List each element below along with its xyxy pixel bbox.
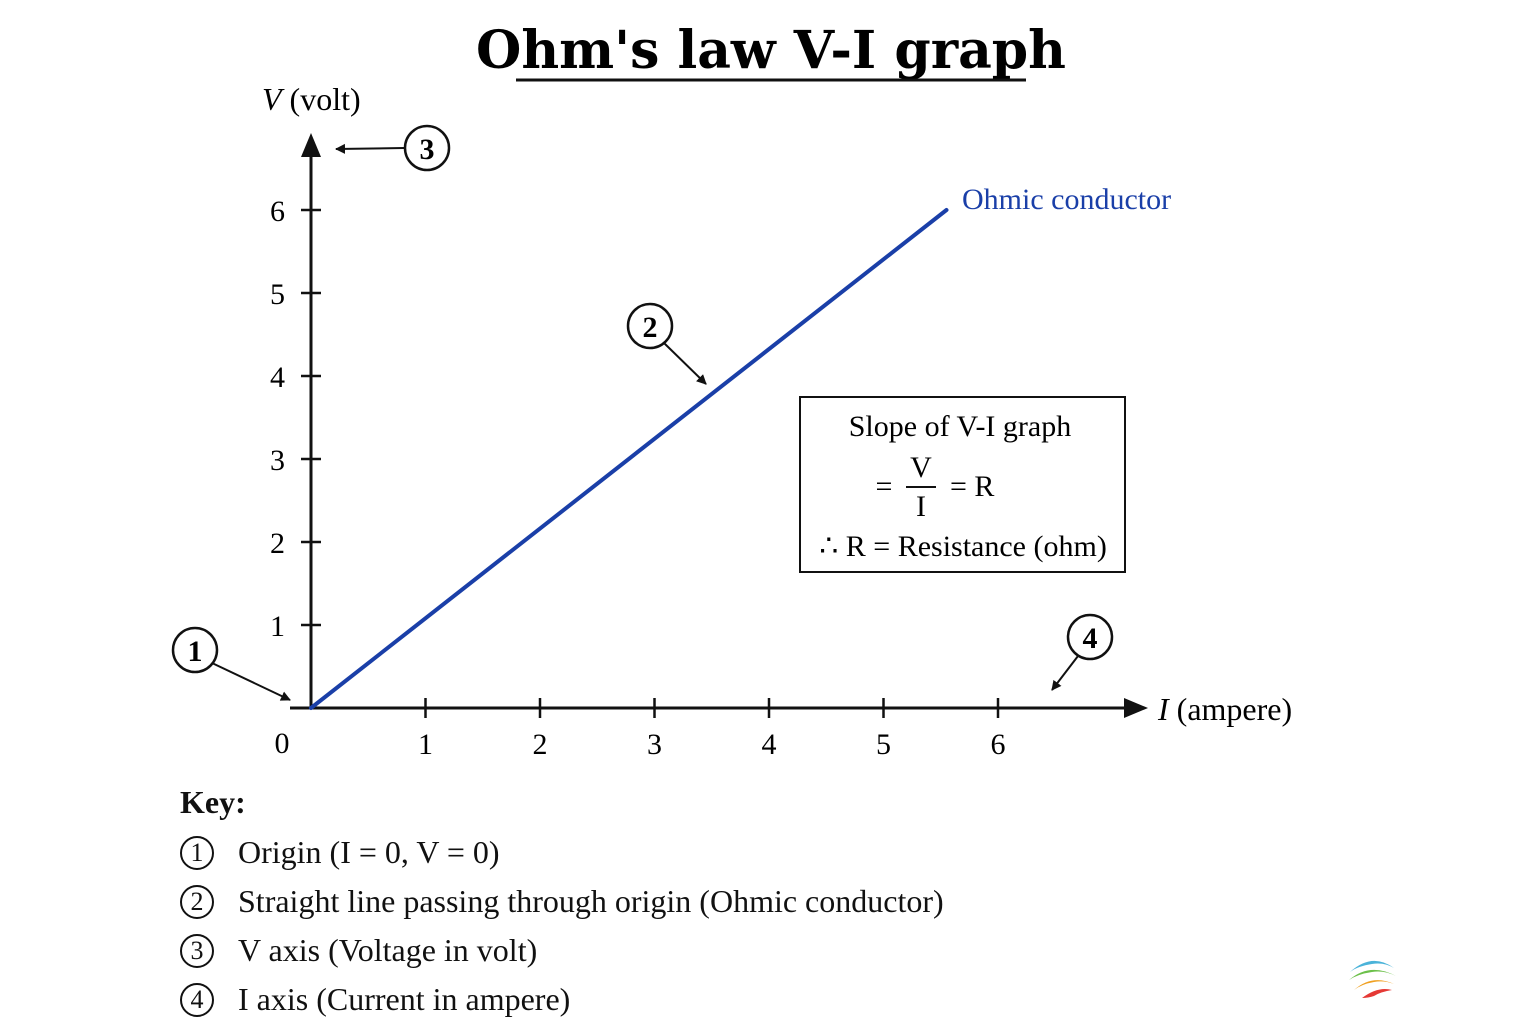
callout-3: 3 <box>335 124 451 172</box>
x-tick-label-4: 4 <box>762 728 777 761</box>
x-tick-label-3: 3 <box>647 728 662 761</box>
y-axis-arrowhead <box>301 133 321 157</box>
series-line-ohmic-conductor <box>309 208 949 710</box>
slope-numerator: V <box>910 451 932 484</box>
key-item-4-number: 4 <box>180 982 214 1017</box>
slope-denominator: I <box>916 490 926 523</box>
callout-4-arrow <box>1051 655 1079 691</box>
key-item-1-text: Origin (I = 0, V = 0) <box>238 834 500 870</box>
y-tick-label-6: 6 <box>270 195 285 228</box>
slope-eq-prefix: = <box>876 470 893 503</box>
key-item-1-number: 1 <box>180 835 214 870</box>
y-tick-label-4: 4 <box>270 361 285 394</box>
slope-heading: Slope of V-I graph <box>849 410 1071 443</box>
key-item-2: 2 Straight line passing through origin (… <box>180 877 944 926</box>
key-legend: Key: 1 Origin (I = 0, V = 0) 2 Straight … <box>180 782 944 1024</box>
series-label-ohmic-conductor: Ohmic conductor <box>962 183 1171 216</box>
svg-text:3: 3 <box>420 133 435 166</box>
key-item-3-text: V axis (Voltage in volt) <box>238 932 538 968</box>
y-tick-label-2: 2 <box>270 527 285 560</box>
key-item-3: 3 V axis (Voltage in volt) <box>180 926 944 975</box>
y-tick-label-3: 3 <box>270 444 285 477</box>
callout-2: 2 <box>626 302 707 385</box>
key-item-3-number: 3 <box>180 933 214 968</box>
x-tick-label-1: 1 <box>418 728 433 761</box>
origin-label: 0 <box>275 727 290 760</box>
key-item-2-text: Straight line passing through origin (Oh… <box>238 883 944 919</box>
y-axis-label: V (volt) <box>262 81 361 117</box>
globe-logo-icon <box>1348 952 1396 1000</box>
x-axis-label: I (ampere) <box>1157 691 1292 727</box>
callout-2-arrow <box>663 342 707 385</box>
key-item-4-text: I axis (Current in ampere) <box>238 981 571 1017</box>
key-title: Key: <box>180 784 246 820</box>
callout-1-arrow <box>211 662 291 701</box>
y-tick-label-1: 1 <box>270 610 285 643</box>
svg-text:4: 4 <box>1083 622 1098 655</box>
chart-title: Ohm's law V-I graph <box>476 20 1066 81</box>
key-item-1: 1 Origin (I = 0, V = 0) <box>180 828 944 877</box>
y-tick-label-5: 5 <box>270 278 285 311</box>
ohms-law-chart: Ohm's law V-I graph V (volt) I (ampere) … <box>171 20 1292 761</box>
x-tick-label-6: 6 <box>991 728 1006 761</box>
x-axis-arrowhead <box>1124 698 1148 718</box>
callout-1: 1 <box>171 626 291 701</box>
callout-3-arrow <box>335 143 405 154</box>
key-item-4: 4 I axis (Current in ampere) <box>180 975 944 1024</box>
slope-annotation-box: Slope of V-I graph = V I = R ∴ R = Resis… <box>799 396 1126 573</box>
slope-conclusion: ∴ R = Resistance (ohm) <box>819 530 1107 563</box>
x-tick-label-5: 5 <box>876 728 891 761</box>
svg-text:1: 1 <box>188 635 203 668</box>
slope-eq-suffix: = R <box>950 470 994 503</box>
svg-text:2: 2 <box>643 311 658 344</box>
callout-4: 4 <box>1051 613 1114 691</box>
key-item-2-number: 2 <box>180 884 214 919</box>
x-tick-label-2: 2 <box>533 728 548 761</box>
